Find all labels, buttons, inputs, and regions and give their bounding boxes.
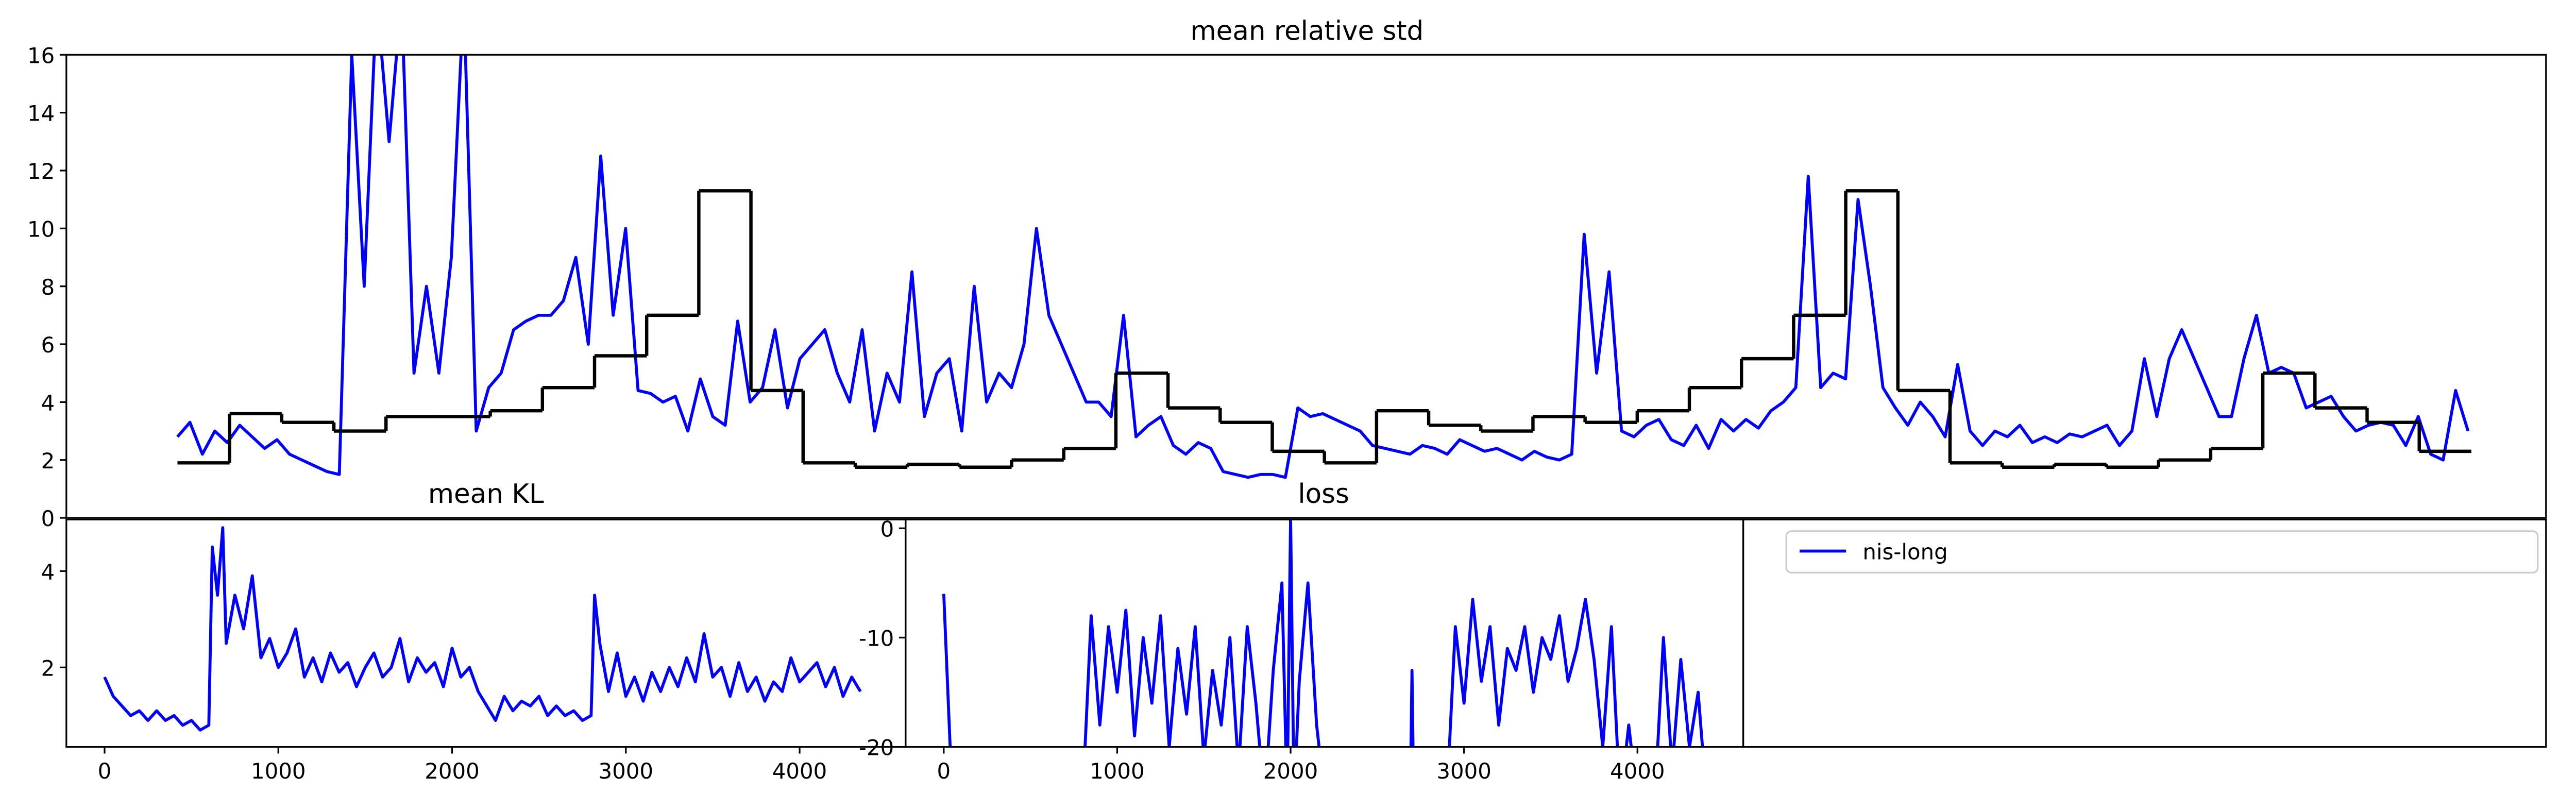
subplot-title: mean KL: [428, 479, 544, 510]
data-line: [103, 526, 862, 732]
y-tick-label: 16: [27, 43, 55, 68]
legend-label: nis-long: [1862, 539, 1947, 565]
x-tick-label: 0: [937, 758, 951, 784]
legend-axes: [1742, 518, 2547, 748]
plot-area: [176, 55, 2471, 479]
x-tick-label: 0: [98, 758, 112, 784]
y-tick-label: 0: [41, 506, 55, 531]
x-tick-label: 1000: [1090, 758, 1144, 784]
y-tick-label: 14: [27, 101, 55, 126]
y-tick-label: 0: [880, 516, 894, 542]
x-tick-label: 4000: [772, 758, 827, 784]
y-tick-label: 4: [41, 390, 55, 415]
data-line: [176, 55, 2470, 479]
x-tick-label: 3000: [1436, 758, 1491, 784]
y-tick-label: -20: [859, 735, 894, 761]
x-tick-label: 2000: [425, 758, 479, 784]
data-line: [942, 519, 1704, 747]
chart-title: mean relative std: [1190, 15, 1423, 46]
plot-area: [942, 519, 1704, 747]
y-tick-label: 4: [41, 559, 55, 584]
y-tick-label: -10: [859, 626, 894, 651]
x-tick-label: 4000: [1610, 758, 1665, 784]
y-tick-label: 12: [27, 159, 55, 184]
x-tick-label: 1000: [251, 758, 306, 784]
subplot-title: loss: [1298, 479, 1349, 510]
x-tick-label: 3000: [599, 758, 653, 784]
legend-box: [1785, 530, 2539, 573]
plot-area: [103, 526, 862, 732]
y-tick-label: 6: [41, 332, 55, 358]
y-tick-label: 10: [27, 216, 55, 242]
y-tick-label: 2: [41, 448, 55, 474]
y-tick-label: 2: [41, 655, 55, 681]
x-tick-label: 2000: [1263, 758, 1318, 784]
y-tick-label: 8: [41, 275, 55, 300]
